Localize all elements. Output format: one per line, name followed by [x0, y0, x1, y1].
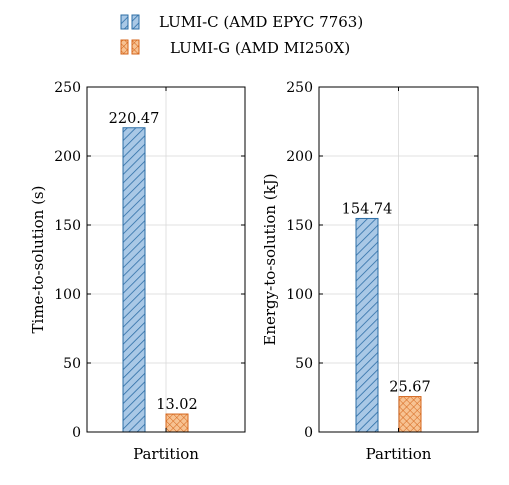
y-tick-label-0: 0	[304, 425, 313, 441]
legend-swatch-lumi-c-2	[131, 14, 140, 30]
data-label-lumi-g: 25.67	[389, 380, 431, 396]
y-axis-label: Time-to-solution (s)	[29, 186, 47, 334]
legend-swatch-lumi-g-2	[131, 39, 140, 55]
y-tick-label-3: 150	[286, 218, 313, 234]
bar-lumi-c	[355, 217, 379, 433]
x-tick-label: Partition	[366, 445, 432, 463]
x-tick-label: Partition	[133, 445, 199, 463]
y-tick-label-3: 150	[54, 218, 81, 234]
bar-lumi-c	[122, 127, 146, 433]
chart-panel-1: 220.47 13.02 0 50 100 150 200 250 Partition Time-…	[29, 80, 246, 463]
data-label-lumi-g: 13.02	[156, 397, 198, 413]
data-label-lumi-c: 154.74	[342, 201, 393, 217]
y-axis-label: Energy-to-solution (kJ)	[261, 173, 279, 345]
y-tick-label-4: 200	[54, 149, 81, 165]
bar-lumi-g	[398, 396, 422, 433]
y-tick-label-0: 0	[72, 425, 81, 441]
legend-item-lumi-c: LUMI-C (AMD EPYC 7763)	[120, 13, 363, 31]
y-tick-label-1: 50	[295, 356, 313, 372]
data-label-lumi-c: 220.47	[109, 111, 160, 127]
bar-lumi-g	[165, 413, 189, 433]
y-tick-label-4: 200	[286, 149, 313, 165]
y-tick-label-1: 50	[63, 356, 81, 372]
legend-item-lumi-g: LUMI-G (AMD MI250X)	[120, 39, 350, 57]
legend-swatch-lumi-c	[120, 14, 129, 30]
legend: LUMI-C (AMD EPYC 7763) LUMI-G (AMD MI250…	[120, 13, 363, 57]
legend-label-lumi-c: LUMI-C (AMD EPYC 7763)	[159, 13, 363, 31]
y-tick-label-2: 100	[286, 287, 313, 303]
y-tick-label-2: 100	[54, 287, 81, 303]
legend-label-lumi-g: LUMI-G (AMD MI250X)	[170, 39, 350, 57]
y-tick-label-5: 250	[286, 80, 313, 96]
chart-panel-2: 154.74 25.67 0 50 100 150 200 250 Partition Energ…	[261, 80, 479, 463]
y-tick-label-5: 250	[54, 80, 81, 96]
legend-swatch-lumi-g	[120, 39, 129, 55]
